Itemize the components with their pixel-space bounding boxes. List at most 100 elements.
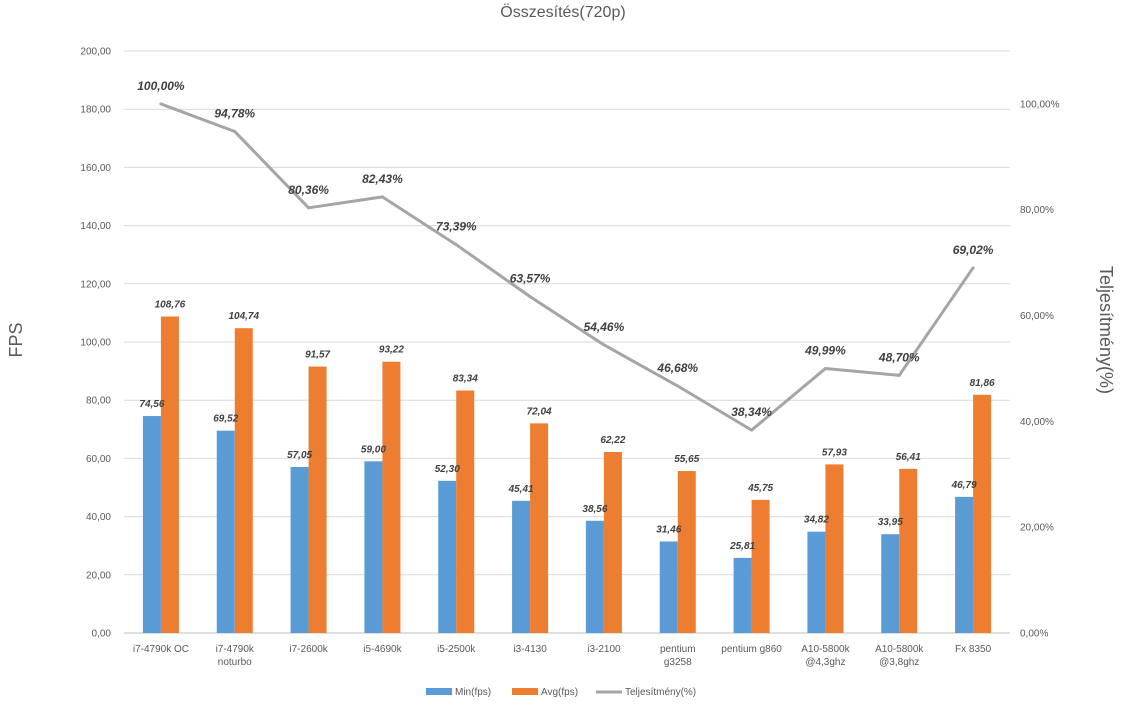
legend-label: Avg(fps)	[541, 687, 578, 698]
bar-avg	[456, 390, 475, 633]
bar-avg	[677, 471, 696, 633]
line-data-label: 94,78%	[214, 107, 255, 121]
y2-tick-label: 80,00%	[1020, 205, 1054, 216]
line-data-label: 46,68%	[656, 361, 698, 375]
x-tick-label: pentium g860	[721, 644, 782, 655]
y-tick-label: 120,00	[80, 279, 111, 290]
bar-data-label: 81,86	[970, 378, 995, 389]
bar-avg	[751, 499, 770, 633]
bar-min	[438, 480, 457, 633]
bar-min	[512, 500, 531, 633]
bar-data-label: 25,81	[729, 541, 755, 552]
bar-data-label: 57,05	[287, 450, 312, 461]
line-point	[602, 343, 606, 347]
line-point	[823, 367, 827, 371]
x-tick-label: i5-2500k	[437, 644, 476, 655]
line-data-label: 38,34%	[731, 405, 772, 419]
bar-data-label: 34,82	[804, 515, 829, 526]
bar-min	[585, 520, 604, 633]
bar-data-label: 55,65	[674, 454, 699, 465]
bar-data-label: 31,46	[656, 524, 681, 535]
bar-data-label: 52,30	[435, 464, 460, 475]
bar-avg	[234, 328, 253, 633]
bar-data-label: 46,79	[951, 480, 977, 491]
bar-min	[290, 466, 309, 633]
bar-avg	[603, 451, 622, 633]
bar-min	[142, 416, 161, 633]
bar-avg	[899, 468, 918, 633]
bar-data-label: 72,04	[527, 406, 552, 417]
axis-ticks-group: 0,00 20,00 40,00 60,00 80,00 100,00 120,00 140,…	[80, 47, 1059, 669]
bar-data-label: 74,56	[139, 399, 164, 410]
bar-avg	[382, 361, 401, 633]
x-tick-label: i5-4690k	[363, 644, 402, 655]
x-tick-label: i3-2100	[587, 644, 621, 655]
y-tick-label: 200,00	[80, 47, 111, 58]
line-point	[528, 295, 532, 299]
bar-data-label: 45,41	[508, 484, 534, 495]
x-tick-label: A10-5800k @3,8ghz	[875, 644, 924, 668]
bar-data-label: 33,95	[878, 517, 903, 528]
legend-swatch	[512, 688, 538, 695]
bar-data-label: 45,75	[747, 483, 773, 494]
line-data-label: 49,99%	[804, 344, 846, 358]
y2-axis-title: Teljesítmény(%)	[1096, 266, 1116, 394]
y2-tick-label: 100,00%	[1020, 99, 1060, 110]
y2-tick-label: 0,00%	[1020, 629, 1048, 640]
line-data-label: 73,39%	[436, 220, 477, 234]
bar-data-label: 69,52	[213, 414, 238, 425]
legend-label: Teljesítmény(%)	[625, 687, 696, 698]
line-point	[380, 195, 384, 199]
data-labels-group: 74,56 69,52 57,05 59,00 52,30 45,41 38,56 31,46…	[137, 79, 995, 552]
y-tick-label: 60,00	[86, 454, 111, 465]
line-series-group	[159, 102, 975, 432]
bar-avg	[973, 394, 992, 633]
x-tick-label: i7-4790k noturbo	[216, 644, 255, 668]
bar-avg	[160, 316, 179, 633]
line-point	[454, 243, 458, 247]
bar-data-label: 38,56	[582, 504, 607, 515]
y-tick-label: 0,00	[92, 629, 112, 640]
x-tick-label: Fx 8350	[955, 644, 992, 655]
x-tick-label: i7-4790k OC	[133, 644, 189, 655]
bar-data-label: 93,22	[379, 345, 404, 356]
legend-swatch	[426, 688, 452, 695]
bar-data-label: 91,57	[305, 350, 330, 361]
bar-data-label: 62,22	[600, 435, 625, 446]
line-point	[159, 102, 163, 106]
line-point	[971, 266, 975, 270]
x-tick-label: i7-2600k	[289, 644, 328, 655]
y-tick-label: 160,00	[80, 163, 111, 174]
bar-min	[659, 541, 678, 633]
bar-avg	[825, 464, 844, 633]
chart-title: Összesítés(720p)	[500, 3, 625, 21]
line-point	[233, 130, 237, 134]
y-axis-title: FPS	[6, 322, 26, 357]
line-point	[307, 206, 311, 210]
bar-data-label: 59,00	[361, 444, 386, 455]
y2-tick-label: 20,00%	[1020, 523, 1054, 534]
bars-group	[142, 316, 992, 633]
legend-label: Min(fps)	[455, 687, 491, 698]
bar-min	[216, 430, 235, 633]
line-data-label: 54,46%	[584, 320, 625, 334]
line-data-label: 82,43%	[362, 172, 403, 186]
line-data-label: 100,00%	[137, 79, 185, 93]
line-data-label: 69,02%	[953, 243, 994, 257]
bar-avg	[530, 423, 549, 633]
x-tick-label: i3-4130	[513, 644, 547, 655]
x-tick-label: pentium g3258	[660, 644, 696, 668]
line-point	[897, 373, 901, 377]
bar-min	[364, 461, 383, 633]
y-tick-label: 40,00	[86, 512, 111, 523]
line-point	[750, 428, 754, 432]
line-point	[676, 384, 680, 388]
y2-tick-label: 40,00%	[1020, 417, 1054, 428]
y2-tick-label: 60,00%	[1020, 311, 1054, 322]
bar-min	[807, 531, 826, 633]
y-tick-label: 180,00	[80, 105, 111, 116]
bar-data-label: 83,34	[453, 373, 478, 384]
bar-min	[881, 534, 900, 633]
bar-avg	[308, 366, 327, 633]
y-tick-label: 140,00	[80, 221, 111, 232]
